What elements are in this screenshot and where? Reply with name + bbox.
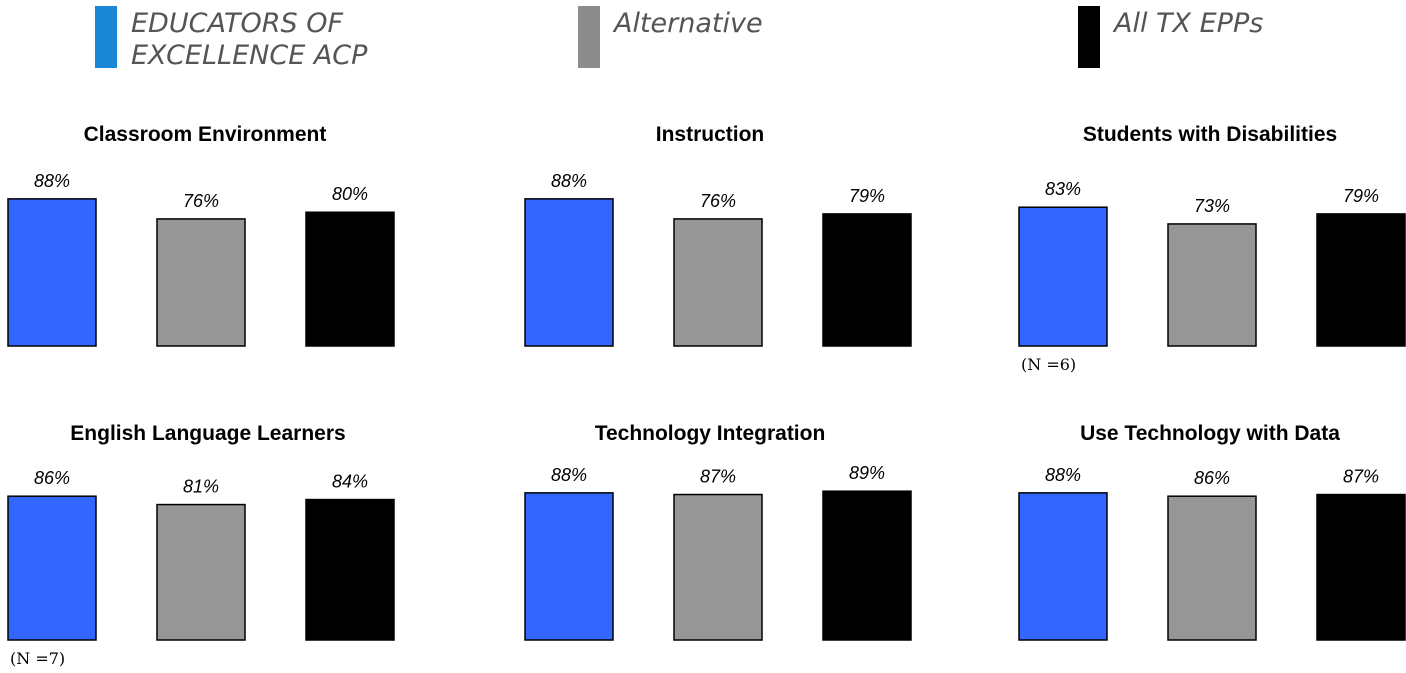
legend-label-program: EDUCATORS OF EXCELLENCE ACP [131, 8, 367, 72]
chart-panel: Use Technology with Data 88% 86% 87% [1018, 422, 1406, 641]
chart-panel: English Language Learners 86% 81% 84% (N =7) [7, 422, 395, 668]
chart-title: English Language Learners [70, 422, 345, 445]
data-label: 88% [34, 171, 70, 191]
bar [305, 211, 395, 347]
data-label: 76% [700, 191, 736, 211]
data-label: 87% [1343, 467, 1379, 487]
legend-label-all-tx-epps: All TX EPPs [1114, 8, 1263, 40]
data-label: 88% [551, 171, 587, 191]
bar [1018, 492, 1108, 641]
bar [1167, 223, 1257, 347]
chart-title: Use Technology with Data [1080, 422, 1340, 445]
data-label: 87% [700, 467, 736, 487]
chart-panel: Classroom Environment 88% 76% 80% [7, 123, 395, 347]
legend-label-line-2: EXCELLENCE ACP [131, 40, 368, 71]
bar [822, 213, 912, 347]
data-label: 86% [34, 468, 70, 488]
data-label: 80% [332, 184, 368, 204]
bar [1316, 213, 1406, 347]
bar [1316, 493, 1406, 641]
bar [156, 503, 246, 641]
legend-label-line-1: EDUCATORS OF [131, 8, 343, 39]
chart-title: Technology Integration [595, 422, 826, 445]
data-label: 73% [1194, 196, 1230, 216]
bar [524, 198, 614, 347]
data-label: 84% [332, 472, 368, 492]
data-label: 83% [1045, 179, 1081, 199]
data-label: 88% [1045, 465, 1081, 485]
sample-size-note: (N =6) [1021, 355, 1076, 374]
bar [1018, 206, 1108, 347]
data-label: 79% [849, 186, 885, 206]
chart-panel: Instruction 88% 76% 79% [524, 123, 912, 347]
legend-label-line-1: Alternative [614, 8, 763, 39]
data-label: 88% [551, 465, 587, 485]
bar [7, 495, 97, 641]
data-label: 86% [1194, 468, 1230, 488]
chart-title: Instruction [656, 123, 765, 146]
legend: EDUCATORS OF EXCELLENCE ACP Alternative … [0, 0, 1406, 90]
bar [1167, 495, 1257, 641]
legend-swatch-all-tx-epps [1078, 6, 1100, 68]
bar [156, 218, 246, 347]
data-label: 89% [849, 463, 885, 483]
chart-title: Students with Disabilities [1083, 123, 1337, 146]
data-label: 79% [1343, 186, 1379, 206]
bar [524, 492, 614, 641]
bar [305, 498, 395, 641]
bar [673, 218, 763, 347]
bar [673, 493, 763, 641]
data-label: 76% [183, 191, 219, 211]
legend-label-line-1: All TX EPPs [1114, 8, 1264, 39]
legend-swatch-program [95, 6, 117, 68]
data-label: 81% [183, 477, 219, 497]
bar [7, 198, 97, 347]
chart-title: Classroom Environment [84, 123, 327, 146]
legend-swatch-alternative [578, 6, 600, 68]
chart-panel: Technology Integration 88% 87% 89% [524, 422, 912, 641]
legend-label-alternative: Alternative [614, 8, 763, 40]
chart-panel: Students with Disabilities 83% 73% 79% (N =6… [1018, 123, 1406, 374]
bar [822, 490, 912, 641]
sample-size-note: (N =7) [10, 649, 65, 668]
